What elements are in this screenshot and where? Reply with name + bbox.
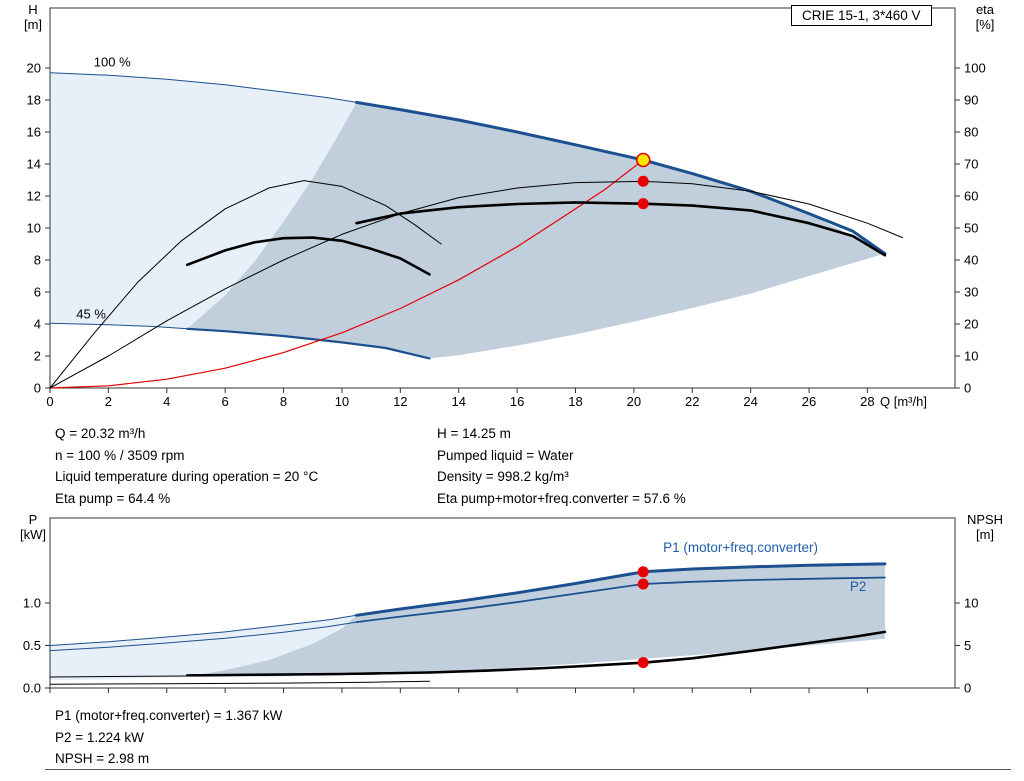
svg-text:5: 5 [964, 638, 971, 653]
svg-text:8: 8 [34, 253, 41, 268]
svg-text:H: H [28, 2, 37, 17]
svg-text:30: 30 [964, 285, 978, 300]
svg-text:10: 10 [27, 221, 41, 236]
svg-text:2: 2 [105, 394, 112, 409]
svg-text:14: 14 [27, 157, 41, 172]
svg-text:P: P [29, 512, 38, 527]
svg-text:Q [m³/h]: Q [m³/h] [880, 394, 927, 409]
svg-text:14: 14 [451, 394, 465, 409]
info-line-p2: P2 = 1.224 kW [55, 729, 144, 745]
power-info-block: P1 (motor+freq.converter) = 1.367 kW P2 … [55, 705, 282, 770]
svg-text:40: 40 [964, 253, 978, 268]
info-line-eta-pump: Eta pump = 64.4 % [55, 490, 171, 506]
svg-text:100 %: 100 % [94, 54, 131, 69]
svg-text:100: 100 [964, 61, 986, 76]
svg-text:80: 80 [964, 125, 978, 140]
svg-text:16: 16 [27, 125, 41, 140]
svg-text:0: 0 [46, 394, 53, 409]
svg-text:[m]: [m] [24, 17, 42, 32]
duty-info-col1: Q = 20.32 m³/h n = 100 % / 3509 rpm Liqu… [55, 423, 318, 509]
svg-text:4: 4 [34, 317, 41, 332]
svg-text:4: 4 [163, 394, 170, 409]
svg-text:10: 10 [964, 349, 978, 364]
info-line-p1: P1 (motor+freq.converter) = 1.367 kW [55, 708, 283, 723]
svg-text:6: 6 [222, 394, 229, 409]
info-line-q: Q = 20.32 m³/h [55, 426, 146, 441]
svg-text:NPSH: NPSH [967, 512, 1003, 527]
svg-text:[%]: [%] [976, 17, 995, 32]
info-line-npsh: NPSH = 2.98 m [55, 751, 150, 766]
bottom-separator [45, 769, 1011, 770]
info-line-speed: n = 100 % / 3509 rpm [55, 447, 185, 463]
info-line-density: Density = 998.2 kg/m³ [437, 469, 569, 484]
info-line-eta-total: Eta pump+motor+freq.converter = 57.6 % [437, 490, 686, 506]
svg-text:60: 60 [964, 189, 978, 204]
svg-text:20: 20 [627, 394, 641, 409]
svg-text:45 %: 45 % [76, 306, 106, 321]
svg-text:20: 20 [27, 61, 41, 76]
svg-text:6: 6 [34, 285, 41, 300]
pump-model-label: CRIE 15-1, 3*460 V [802, 8, 921, 23]
svg-text:10: 10 [335, 394, 349, 409]
svg-text:28: 28 [860, 394, 874, 409]
svg-text:26: 26 [802, 394, 816, 409]
svg-text:10: 10 [964, 596, 978, 611]
info-line-liquid: Pumped liquid = Water [437, 447, 574, 463]
svg-text:2: 2 [34, 349, 41, 364]
svg-text:24: 24 [743, 394, 757, 409]
svg-text:70: 70 [964, 157, 978, 172]
svg-text:16: 16 [510, 394, 524, 409]
svg-text:8: 8 [280, 394, 287, 409]
info-line-temperature: Liquid temperature during operation = 20… [55, 469, 319, 484]
svg-text:18: 18 [27, 93, 41, 108]
svg-text:P2: P2 [850, 579, 867, 594]
svg-text:eta: eta [976, 2, 995, 17]
svg-text:12: 12 [393, 394, 407, 409]
svg-text:0.0: 0.0 [23, 681, 41, 696]
svg-text:20: 20 [964, 317, 978, 332]
svg-text:0: 0 [34, 381, 41, 396]
svg-text:0: 0 [964, 381, 971, 396]
duty-info-col2: H = 14.25 m Pumped liquid = Water Densit… [437, 423, 686, 509]
svg-text:1.0: 1.0 [23, 596, 41, 611]
svg-text:0.5: 0.5 [23, 638, 41, 653]
info-line-head: H = 14.25 m [437, 426, 511, 441]
svg-text:P1 (motor+freq.converter): P1 (motor+freq.converter) [663, 540, 818, 555]
svg-text:18: 18 [568, 394, 582, 409]
svg-text:50: 50 [964, 221, 978, 236]
pump-model-badge: CRIE 15-1, 3*460 V [791, 5, 932, 26]
svg-text:90: 90 [964, 93, 978, 108]
svg-text:[m]: [m] [976, 527, 994, 542]
svg-text:0: 0 [964, 681, 971, 696]
svg-text:22: 22 [685, 394, 699, 409]
svg-text:12: 12 [27, 189, 41, 204]
svg-text:[kW]: [kW] [20, 527, 46, 542]
